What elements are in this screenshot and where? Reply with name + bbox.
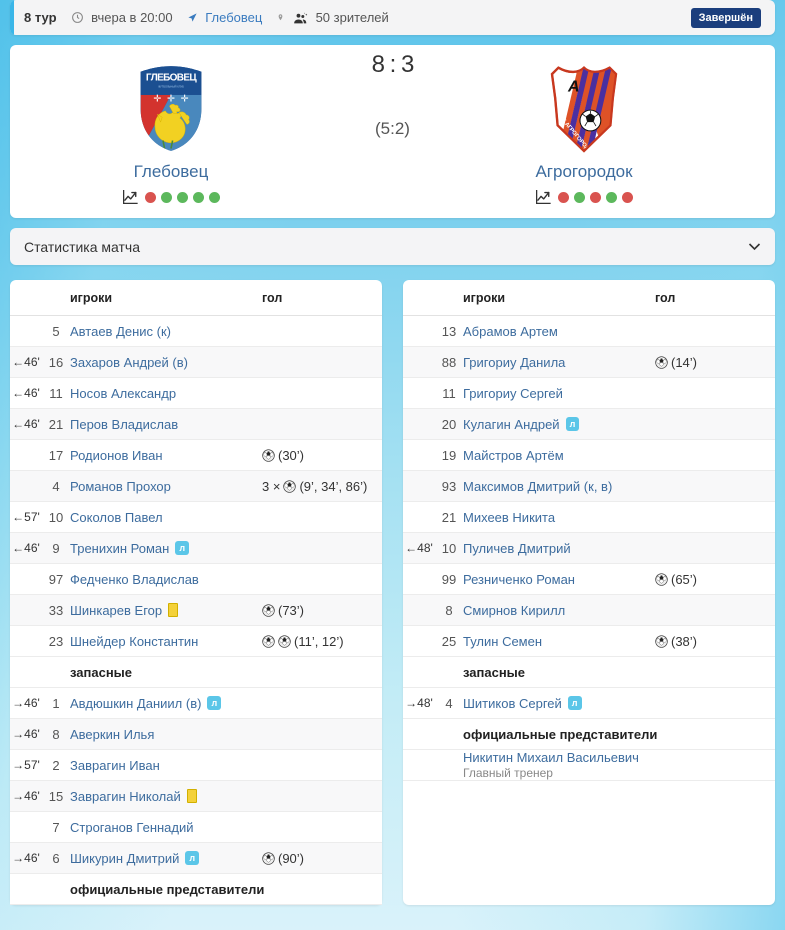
svg-text:ФУТБОЛЬНЫЙ КЛУБ: ФУТБОЛЬНЫЙ КЛУБ (158, 85, 184, 89)
svg-text:✛: ✛ (167, 93, 175, 104)
svg-text:✛: ✛ (153, 93, 161, 104)
svg-text:ГЛЕБОВЕЦ: ГЛЕБОВЕЦ (146, 73, 197, 84)
svg-text:А: А (567, 79, 580, 96)
svg-text:✛: ✛ (181, 93, 189, 104)
